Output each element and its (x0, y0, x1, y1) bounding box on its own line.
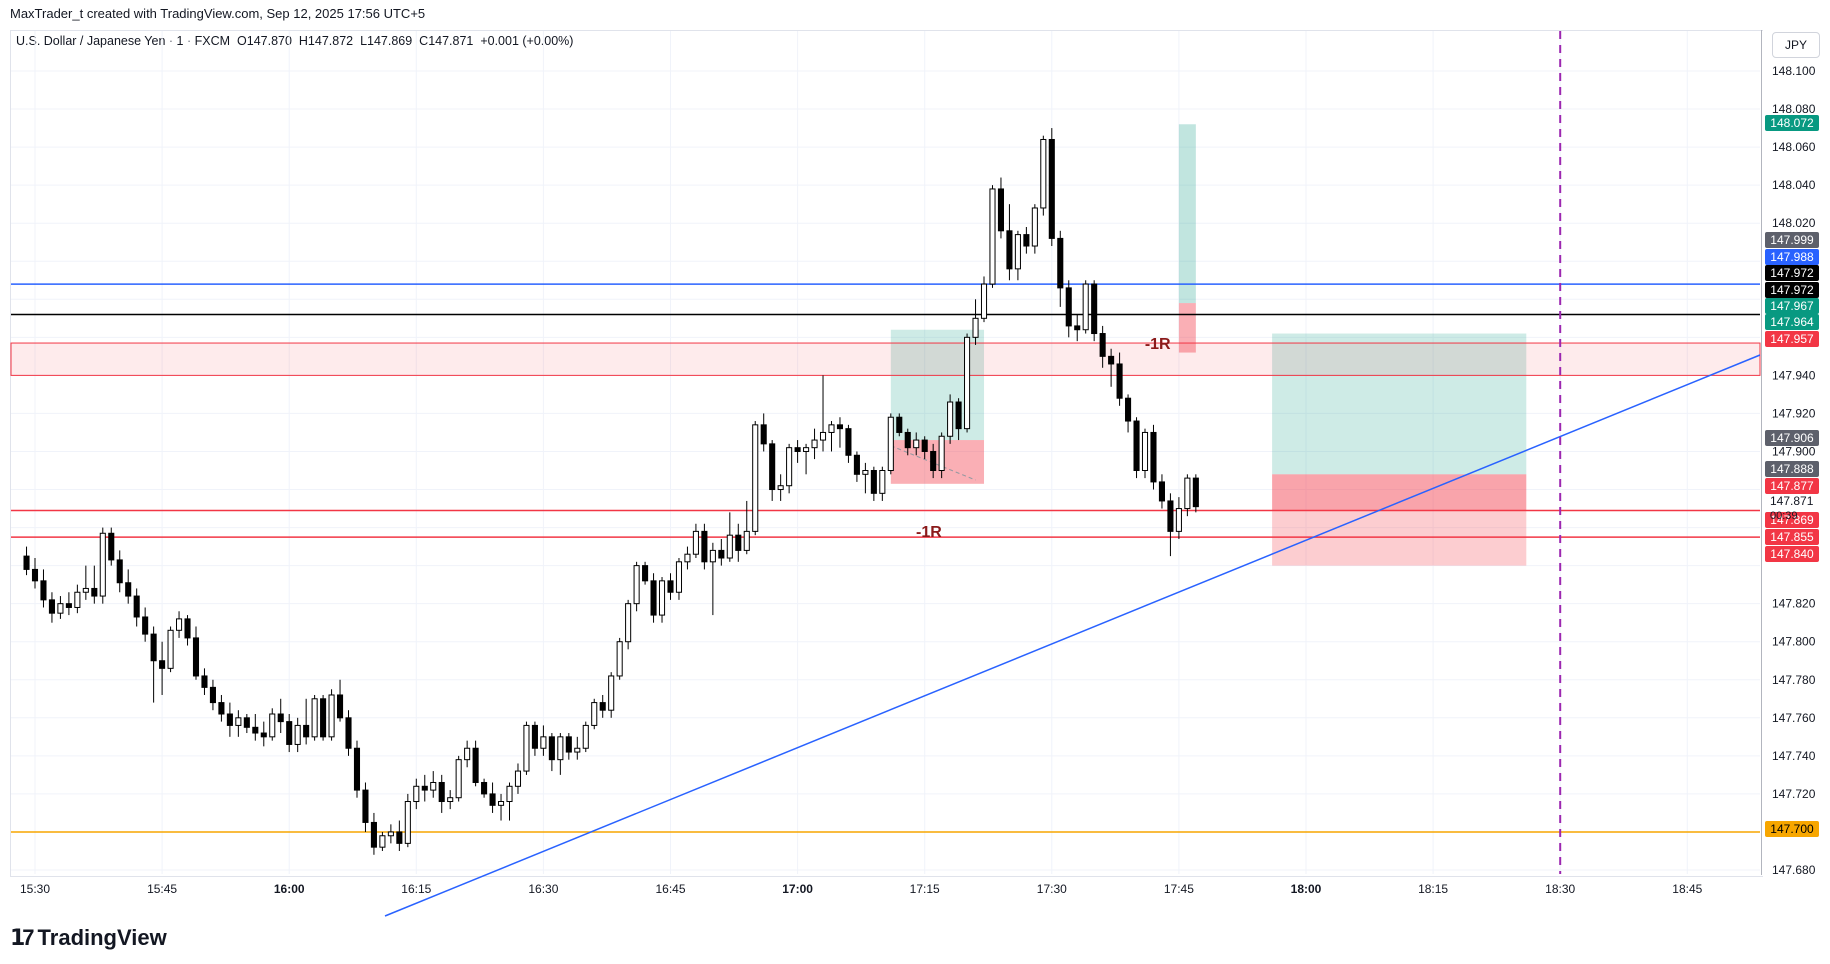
time-axis-tick: 17:45 (1164, 882, 1194, 896)
open-label: O (237, 34, 247, 48)
separator-dot: · (186, 34, 192, 48)
time-axis-tick: 16:30 (528, 882, 558, 896)
chart-pane[interactable] (10, 30, 1763, 877)
exchange-name: FXCM (194, 34, 231, 48)
close-value: 147.871 (428, 34, 474, 48)
time-axis-tick: 18:00 (1291, 882, 1322, 896)
time-axis-tick: 18:45 (1672, 882, 1702, 896)
time-axis-tick: 16:00 (274, 882, 305, 896)
time-axis-tick: 17:15 (910, 882, 940, 896)
symbol-name[interactable]: U.S. Dollar / Japanese Yen (16, 34, 166, 48)
symbol-info-bar: U.S. Dollar / Japanese Yen · 1 · FXCM O1… (16, 34, 573, 48)
change-value: +0.001 (+0.00%) (480, 34, 574, 48)
time-axis-tick: 17:00 (782, 882, 813, 896)
close-label: C (419, 34, 429, 48)
price-axis[interactable] (1761, 30, 1830, 875)
interval-value[interactable]: 1 (176, 34, 184, 48)
time-axis-tick: 17:30 (1037, 882, 1067, 896)
high-value: 147.872 (307, 34, 354, 48)
high-label: H (298, 34, 308, 48)
time-axis-tick: 15:45 (147, 882, 177, 896)
currency-button[interactable]: JPY (1772, 32, 1820, 58)
time-axis-tick: 18:15 (1418, 882, 1448, 896)
tradingview-logo-icon: 𝟭7 (10, 925, 34, 950)
time-axis-tick: 18:30 (1545, 882, 1575, 896)
tradingview-logo-text: TradingView (37, 925, 167, 950)
tradingview-logo: 𝟭7 TradingView (10, 925, 167, 951)
low-value: 147.869 (367, 34, 413, 48)
chart-attribution: MaxTrader_t created with TradingView.com… (10, 6, 426, 21)
separator-dot: · (168, 34, 174, 48)
open-value: 147.870 (246, 34, 292, 48)
low-label: L (360, 34, 368, 48)
time-axis-tick: 16:15 (401, 882, 431, 896)
time-axis-tick: 15:30 (20, 882, 50, 896)
time-axis-tick: 16:45 (655, 882, 685, 896)
